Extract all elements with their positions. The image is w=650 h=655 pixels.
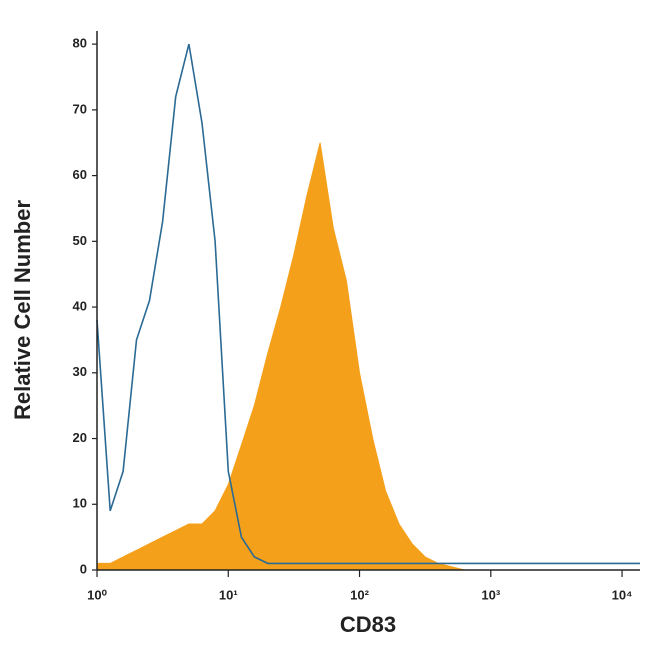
x-tick-label: 10¹ — [219, 587, 238, 602]
x-axis-title: CD83 — [340, 612, 396, 637]
line — [96, 43, 640, 565]
area — [96, 142, 640, 571]
y-tick-label: 40 — [73, 299, 87, 314]
x-tick-label: 10² — [350, 587, 369, 602]
y-tick-label: 70 — [73, 101, 87, 116]
x-tick-label: 10³ — [481, 587, 500, 602]
x-tick-label: 10⁰ — [87, 587, 107, 602]
x-tick-label: 10⁴ — [612, 587, 633, 602]
y-tick-label: 80 — [73, 36, 87, 51]
y-axis-title: Relative Cell Number — [10, 200, 35, 421]
y-tick-label: 30 — [73, 364, 87, 379]
y-tick-label: 0 — [80, 561, 87, 576]
y-tick-label: 60 — [73, 167, 87, 182]
y-tick-label: 50 — [73, 233, 87, 248]
y-tick-label: 10 — [73, 496, 87, 511]
y-tick-label: 20 — [73, 430, 87, 445]
